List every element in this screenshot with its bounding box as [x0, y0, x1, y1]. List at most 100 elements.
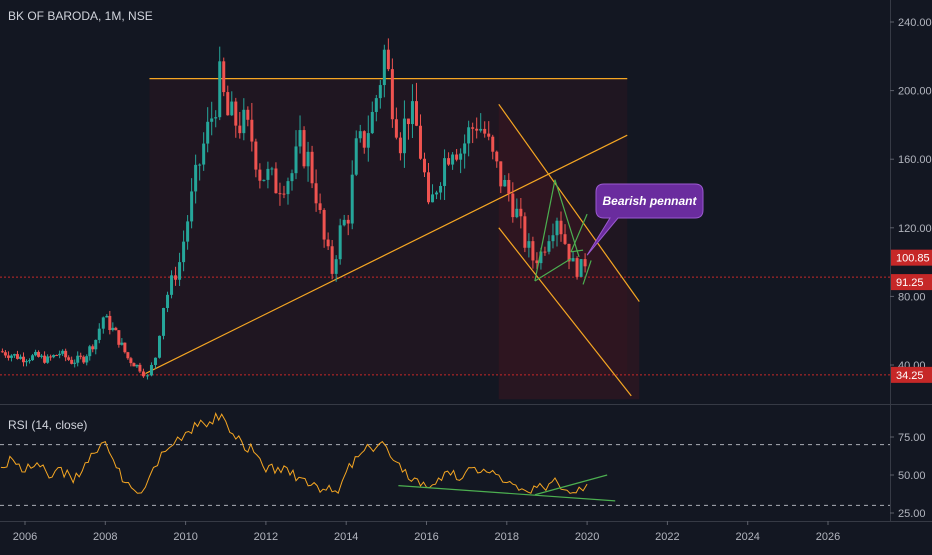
candle-body	[182, 241, 186, 263]
candle-body	[563, 234, 567, 244]
candle-body	[527, 241, 531, 248]
candle-body	[302, 130, 306, 167]
rsi-trendline-1	[398, 485, 616, 502]
candle-body	[170, 275, 174, 295]
candle-body	[64, 350, 68, 358]
candle-body	[186, 221, 190, 242]
candle-body	[374, 98, 378, 112]
time-tick-label: 2026	[816, 531, 840, 543]
candle-body	[91, 346, 95, 350]
pennant-line-3	[570, 249, 584, 253]
price-tick-label: 200.00	[898, 86, 932, 98]
candle-body	[46, 356, 50, 363]
candle-body	[559, 220, 563, 235]
candle-body	[394, 119, 398, 138]
candle-body	[162, 307, 166, 336]
pennant-line-0	[534, 179, 556, 282]
candle-body	[354, 138, 358, 175]
candle-body	[427, 172, 431, 203]
candle-body	[511, 193, 515, 218]
candle-body	[418, 125, 422, 159]
candle-body	[487, 133, 491, 137]
candle-body	[483, 128, 487, 134]
candle-body	[298, 130, 302, 147]
candle-body	[439, 185, 443, 193]
candle-body	[153, 357, 157, 365]
rsi-line	[0, 411, 588, 495]
candle-body	[362, 131, 366, 148]
candle-body	[12, 354, 16, 356]
trendline-rising-support	[145, 134, 628, 375]
candle-body	[6, 355, 10, 358]
candle-body	[475, 128, 479, 131]
candle-body	[499, 161, 503, 187]
candle-body	[206, 121, 210, 144]
candle-body	[414, 101, 418, 126]
price-tag-label: 100.85	[896, 253, 930, 265]
candle-body	[406, 118, 410, 125]
candle-body	[551, 235, 555, 242]
pennant-line-5	[582, 260, 592, 285]
candle-body	[226, 92, 230, 116]
candle-body	[58, 353, 62, 356]
candle-body	[158, 335, 162, 358]
candle-body	[117, 330, 121, 345]
candle-body	[571, 258, 575, 262]
time-tick-label: 2020	[575, 531, 599, 543]
candle-body	[270, 168, 274, 170]
candle-body	[422, 158, 426, 173]
rsi-tick-label: 50.00	[898, 470, 926, 482]
candle-body	[123, 342, 127, 353]
candle-body	[85, 356, 89, 363]
candle-body	[37, 351, 41, 357]
candle-body	[174, 275, 178, 280]
candle-body	[515, 208, 519, 218]
candle-body	[286, 181, 290, 195]
candle-body	[382, 49, 386, 86]
price-tick-label: 160.00	[898, 154, 932, 166]
candle-body	[55, 355, 59, 357]
candle-body	[547, 241, 551, 252]
candle-body	[82, 356, 86, 363]
candle-body	[410, 101, 414, 125]
candle-body	[49, 356, 53, 358]
candle-body	[370, 111, 374, 134]
candle-body	[463, 143, 467, 154]
trendline-channel-lower	[498, 227, 632, 397]
candle-body	[9, 355, 13, 358]
rsi-tick-label: 75.00	[898, 432, 926, 444]
candle-body	[190, 191, 194, 222]
candle-body	[555, 220, 559, 236]
candle-body	[97, 328, 101, 340]
candle-body	[314, 183, 318, 204]
candle-body	[198, 164, 202, 166]
candle-body	[145, 375, 149, 377]
time-tick-label: 2010	[173, 531, 197, 543]
candle-body	[378, 85, 382, 99]
candle-body	[31, 355, 35, 361]
candle-body	[230, 101, 234, 116]
candle-body	[330, 246, 334, 274]
candle-body	[132, 363, 136, 367]
candle-body	[459, 153, 463, 160]
time-tick-label: 2008	[93, 531, 117, 543]
candle-body	[70, 359, 74, 364]
candle-body	[579, 259, 583, 277]
rsi-pane	[0, 411, 890, 506]
rsi-tick-label: 25.00	[898, 508, 926, 520]
candle-body	[101, 317, 105, 329]
time-tick-label: 2012	[254, 531, 278, 543]
candle-body	[539, 251, 543, 264]
candle-body	[326, 239, 330, 247]
candle-body	[266, 168, 270, 180]
candle-body	[135, 364, 139, 367]
candle-body	[535, 260, 539, 264]
candle-body	[129, 358, 133, 364]
candle-body	[114, 327, 118, 331]
candle-body	[366, 133, 370, 148]
candle-body	[15, 354, 19, 359]
rsi-title: RSI (14, close)	[8, 418, 87, 432]
candle-body	[523, 216, 527, 248]
candle-body	[443, 158, 447, 186]
